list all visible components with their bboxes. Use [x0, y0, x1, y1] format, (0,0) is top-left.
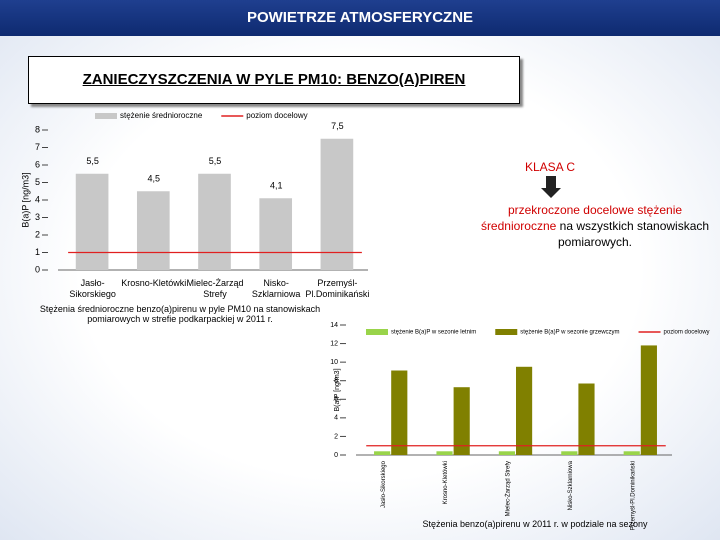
- y-tick-label: 0: [35, 264, 40, 274]
- value-label: 5,5: [86, 156, 99, 166]
- x-tick-label: Nisko-Szklarniowa: [568, 460, 574, 510]
- bar: [259, 198, 293, 270]
- bar: [391, 370, 408, 455]
- note-text: przekroczone docelowe stężenie średnioro…: [470, 202, 720, 250]
- y-tick-label: 4: [35, 194, 40, 204]
- bar: [640, 345, 657, 455]
- value-label: 5,5: [209, 156, 222, 166]
- y-tick-label: 2: [334, 433, 338, 440]
- x-tick-label: Przemyśl-Pl.Dominikański: [630, 461, 636, 530]
- y-tick-label: 7: [35, 142, 40, 152]
- y-tick-label: 8: [35, 124, 40, 134]
- y-tick-label: 1: [35, 247, 40, 257]
- x-tick-label: Jasło-Sikorskiego: [381, 460, 387, 508]
- y-tick-label: 0: [334, 452, 338, 459]
- y-axis-label: B(a)P [ng/m3]: [334, 368, 341, 411]
- header-title: POWIETRZE ATMOSFERYCZNE: [0, 0, 720, 36]
- y-tick-label: 2: [35, 229, 40, 239]
- legend-swatch: [95, 113, 117, 119]
- x-tick-label: Mielec-Żarząd Strefy: [186, 278, 244, 299]
- value-label: 4,1: [270, 181, 283, 191]
- bar: [198, 173, 231, 270]
- y-axis-label: B(a)P [ng/m3]: [20, 172, 30, 227]
- bar: [623, 451, 640, 455]
- bar: [436, 451, 453, 455]
- subtitle: ZANIECZYSZCZENIA W PYLE PM10: BENZO(A)PI…: [28, 56, 520, 104]
- bar: [498, 451, 515, 455]
- y-tick-label: 12: [330, 340, 338, 347]
- chart-caption: Stężenia średnioroczne benzo(a)pirenu w …: [39, 304, 321, 324]
- bar: [320, 138, 354, 270]
- x-tick-label: Krosno-Kletówki: [121, 278, 187, 288]
- legend-swatch: [495, 329, 518, 335]
- y-tick-label: 14: [330, 322, 338, 329]
- y-tick-label: 8: [334, 378, 338, 385]
- value-label: 4,5: [148, 174, 161, 184]
- legend-label: stężenie B(a)P w sezonie grzewczym: [520, 330, 619, 336]
- y-tick-label: 6: [35, 159, 40, 169]
- y-tick-label: 6: [334, 396, 338, 403]
- note-title: KLASA C: [524, 160, 576, 174]
- bar: [561, 451, 578, 455]
- x-tick-label: Przemyśl-Pl.Dominikański: [305, 278, 370, 299]
- bar: [136, 191, 170, 270]
- y-tick-label: 10: [330, 359, 338, 366]
- y-tick-label: 3: [35, 212, 40, 222]
- y-tick-label: 4: [334, 415, 338, 422]
- value-label: 7,5: [331, 121, 344, 131]
- legend-label: poziom docelowy: [246, 111, 307, 120]
- note-plain: na wszystkich stanowiskach pomiarowych.: [557, 219, 710, 249]
- arrow: [541, 176, 561, 198]
- bar: [453, 387, 470, 455]
- x-tick-label: Krosno-Kletówki: [443, 461, 449, 504]
- legend-label: stężenie średnioroczne: [120, 111, 203, 120]
- bar: [516, 366, 533, 455]
- bar: [75, 173, 109, 270]
- y-tick-label: 5: [35, 177, 40, 187]
- x-tick-label: Nisko-Szklarniowa: [251, 278, 301, 299]
- note-red: przekroczone docelowe stężenie średnioro…: [480, 203, 683, 233]
- bar: [374, 451, 391, 455]
- legend-swatch: [366, 329, 388, 335]
- x-tick-label: Mielec-Żarząd Strefy: [505, 461, 512, 516]
- bar: [578, 383, 595, 455]
- chart-caption: Stężenia benzo(a)pirenu w 2011 r. w podz…: [422, 519, 648, 529]
- legend-label: poziom docelowy: [664, 330, 710, 336]
- x-tick-label: Jasło-Sikorskiego: [69, 278, 116, 299]
- legend-label: stężenie B(a)P w sezonie letnim: [391, 330, 476, 336]
